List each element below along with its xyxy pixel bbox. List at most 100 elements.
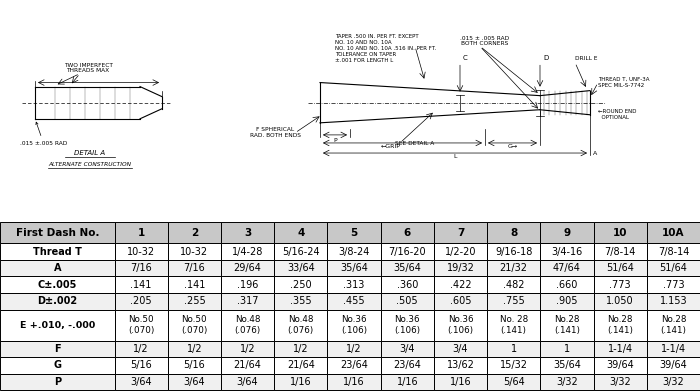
Bar	[328, 374, 381, 390]
Bar	[168, 243, 221, 260]
Bar	[168, 276, 221, 293]
Bar	[487, 310, 540, 341]
Bar	[274, 276, 328, 293]
Bar	[274, 222, 328, 243]
Bar	[487, 276, 540, 293]
Text: OPTIONAL: OPTIONAL	[598, 115, 629, 120]
Text: .605: .605	[450, 296, 471, 306]
Text: .255: .255	[183, 296, 205, 306]
Bar	[487, 222, 540, 243]
Text: 1: 1	[511, 344, 517, 354]
Text: 10-32: 10-32	[181, 247, 209, 257]
Text: 9: 9	[564, 228, 570, 238]
Text: 1.050: 1.050	[606, 296, 634, 306]
Bar	[0, 310, 115, 341]
Bar	[594, 293, 647, 310]
Text: 4: 4	[298, 228, 304, 238]
Text: 1/16: 1/16	[343, 377, 365, 387]
Text: NO. 10 AND NO. 10A: NO. 10 AND NO. 10A	[335, 40, 391, 45]
Text: 35/64: 35/64	[553, 360, 581, 370]
Bar	[540, 222, 594, 243]
Text: 1/2: 1/2	[134, 344, 149, 354]
Text: No.36
(.106): No.36 (.106)	[341, 315, 367, 335]
Text: .015 ±.005 RAD: .015 ±.005 RAD	[20, 122, 67, 146]
Bar	[221, 374, 274, 390]
Text: 47/64: 47/64	[553, 263, 581, 273]
Bar	[328, 341, 381, 357]
Text: P: P	[333, 138, 337, 143]
Bar	[381, 310, 434, 341]
Text: .141: .141	[183, 280, 205, 290]
Text: 1/2: 1/2	[346, 344, 362, 354]
Text: A: A	[593, 151, 597, 156]
Text: P: P	[54, 377, 61, 387]
Text: 3/4: 3/4	[400, 344, 415, 354]
Text: 10: 10	[613, 228, 627, 238]
Bar	[647, 293, 700, 310]
Text: THREADS MAX: THREADS MAX	[66, 69, 110, 73]
Bar	[168, 310, 221, 341]
Text: .455: .455	[343, 296, 365, 306]
Bar	[328, 310, 381, 341]
Text: G→: G→	[508, 144, 517, 149]
Bar	[0, 222, 115, 243]
Text: 5/16-24: 5/16-24	[282, 247, 320, 257]
Text: No.36
(.106): No.36 (.106)	[394, 315, 420, 335]
Bar	[221, 243, 274, 260]
Text: 39/64: 39/64	[606, 360, 634, 370]
Text: .250: .250	[290, 280, 312, 290]
Bar	[434, 243, 487, 260]
Text: .141: .141	[130, 280, 152, 290]
Text: 51/64: 51/64	[606, 263, 634, 273]
Text: DRILL E: DRILL E	[575, 56, 598, 62]
Bar	[487, 374, 540, 390]
Bar	[381, 276, 434, 293]
Bar	[487, 243, 540, 260]
Text: THREAD T, UNF-3A: THREAD T, UNF-3A	[598, 76, 650, 82]
Bar	[274, 374, 328, 390]
Bar	[168, 357, 221, 374]
Text: A: A	[53, 263, 61, 273]
Text: TOLERANCE ON TAPER: TOLERANCE ON TAPER	[335, 53, 396, 57]
Bar	[115, 357, 168, 374]
Text: 39/64: 39/64	[659, 360, 687, 370]
Text: No.36
(.106): No.36 (.106)	[447, 315, 474, 335]
Text: 1/2: 1/2	[187, 344, 202, 354]
Text: 23/64: 23/64	[340, 360, 368, 370]
Text: 1/16: 1/16	[449, 377, 471, 387]
Bar	[168, 222, 221, 243]
Text: 5/16: 5/16	[130, 360, 152, 370]
Bar	[0, 293, 115, 310]
Bar	[0, 243, 115, 260]
Bar	[0, 357, 115, 374]
Text: 5/64: 5/64	[503, 377, 524, 387]
Text: .773: .773	[610, 280, 631, 290]
Bar	[381, 374, 434, 390]
Text: ±.001 FOR LENGTH L: ±.001 FOR LENGTH L	[335, 58, 393, 64]
Bar	[434, 374, 487, 390]
Bar	[221, 293, 274, 310]
Text: .355: .355	[290, 296, 312, 306]
Bar	[594, 357, 647, 374]
Bar	[115, 293, 168, 310]
Text: 21/64: 21/64	[234, 360, 262, 370]
Bar	[328, 260, 381, 276]
Bar	[487, 293, 540, 310]
Text: 3/64: 3/64	[183, 377, 205, 387]
Text: 1: 1	[564, 344, 570, 354]
Text: 5/16: 5/16	[183, 360, 205, 370]
Bar	[540, 310, 594, 341]
Bar	[540, 293, 594, 310]
Text: No. 28
(.141): No. 28 (.141)	[500, 315, 528, 335]
Text: No.28
(.141): No.28 (.141)	[660, 315, 687, 335]
Text: 8: 8	[510, 228, 517, 238]
Text: 7/16-20: 7/16-20	[389, 247, 426, 257]
Text: No.50
(.070): No.50 (.070)	[181, 315, 208, 335]
Bar	[647, 374, 700, 390]
Text: 1/4-28: 1/4-28	[232, 247, 263, 257]
Bar	[274, 341, 328, 357]
Text: 35/64: 35/64	[340, 263, 368, 273]
Text: ←ROUND END: ←ROUND END	[598, 109, 636, 114]
Bar	[381, 357, 434, 374]
Bar	[594, 276, 647, 293]
